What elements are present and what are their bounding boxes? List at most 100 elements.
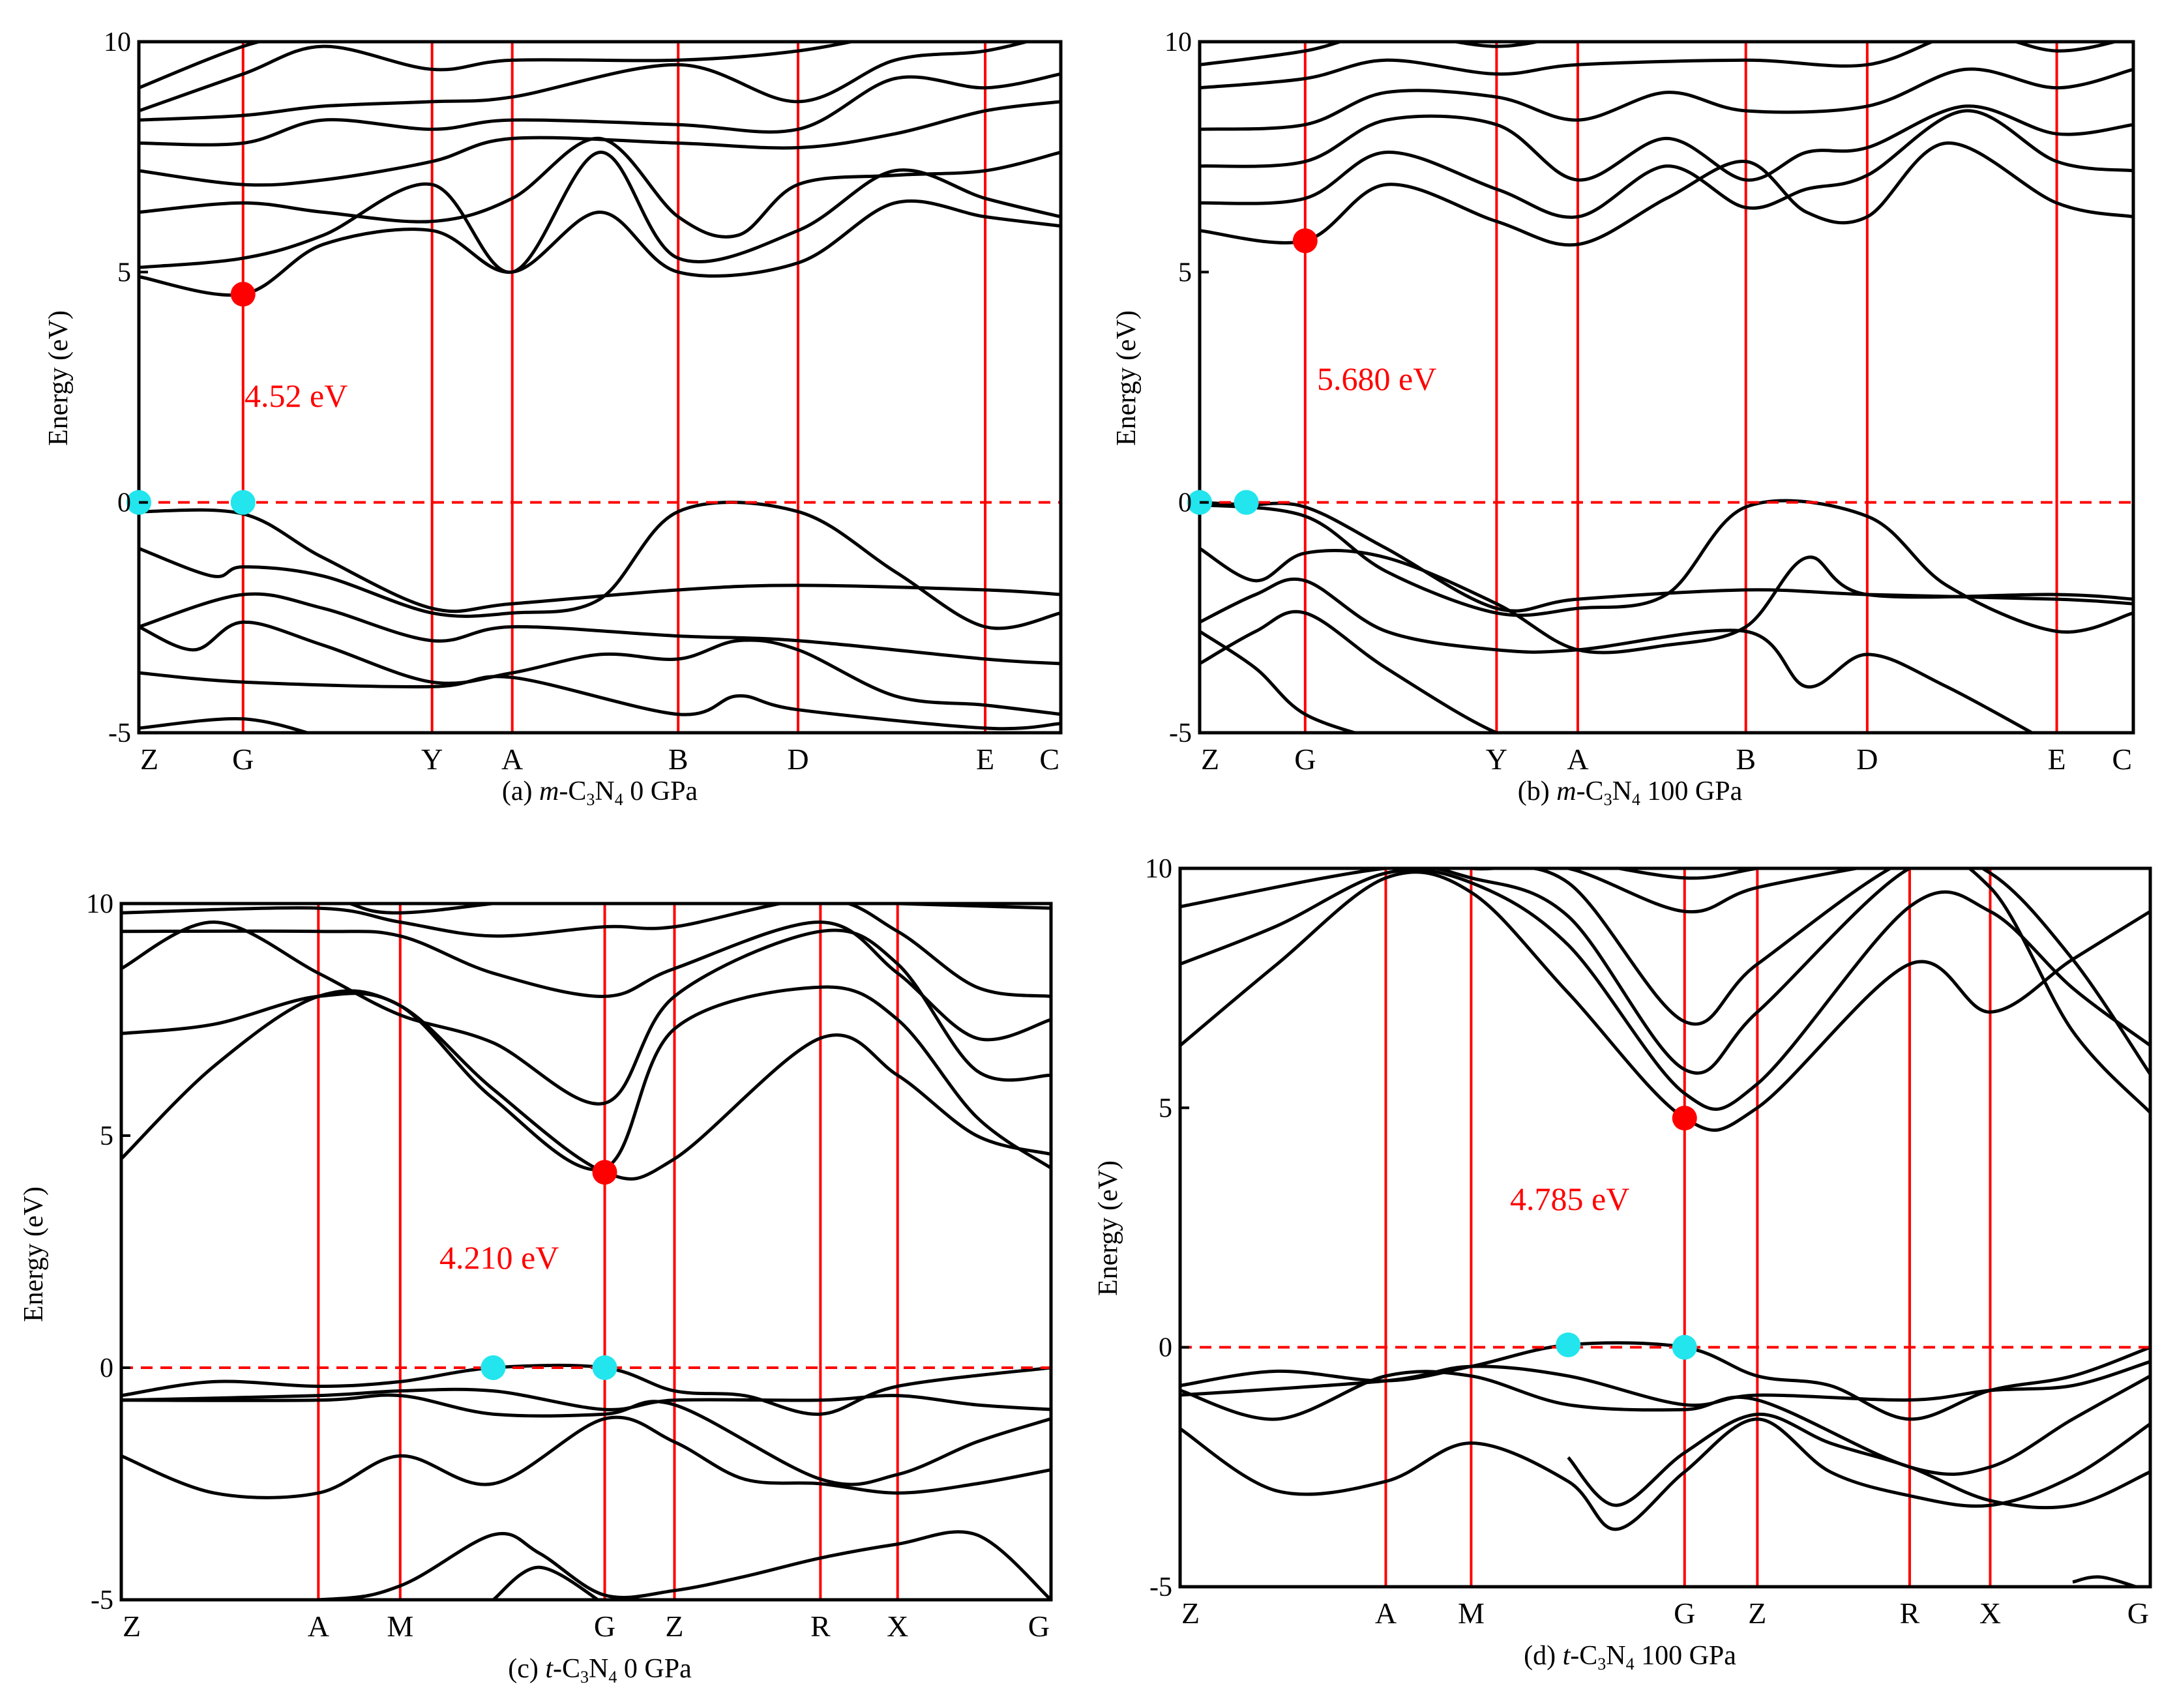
band-line [2072, 1575, 2141, 1587]
band-line [1455, 868, 2150, 1076]
cbm-marker [1292, 228, 1318, 254]
kpoint-label: G [1674, 1597, 1695, 1630]
band-line [139, 151, 1061, 274]
band-line [121, 904, 1051, 998]
cbm-marker [230, 282, 256, 307]
bands-group-b [1200, 42, 2133, 733]
vbm-marker [1672, 1334, 1697, 1360]
y-tick-label: 10 [1164, 27, 1192, 57]
band-line [139, 501, 1061, 630]
bandgap-label-c: 4.210 eV [439, 1239, 559, 1276]
bandgap-label-d: 4.785 eV [1510, 1181, 1630, 1217]
kpoint-label: B [668, 743, 689, 776]
band-line [139, 592, 1061, 666]
kpoint-label: G [232, 743, 254, 776]
kpoint-label: E [976, 743, 994, 776]
band-line [1200, 109, 2133, 219]
band-line [1567, 1412, 2150, 1510]
kpoint-label: Z [1181, 1597, 1200, 1630]
plot-b: -5 0 5 10 Z G Y A B D E C [1164, 27, 2135, 776]
y-tick-label: -5 [91, 1585, 113, 1615]
band-line [1610, 868, 1770, 880]
vbm-marker [230, 490, 256, 515]
bandgap-label-b: 5.680 eV [1317, 361, 1437, 397]
band-line [1200, 499, 2133, 634]
kpoint-label: Z [123, 1610, 141, 1643]
kpoint-label: D [787, 743, 808, 776]
band-line [1200, 610, 1502, 733]
kpoint-label: Z [665, 1610, 683, 1643]
band-line [121, 1387, 1051, 1411]
plot-frame [1198, 40, 2135, 735]
band-line [121, 1415, 1051, 1499]
band-line [139, 72, 1061, 147]
kpoint-label: A [501, 743, 523, 776]
band-line [1180, 868, 2150, 1114]
plot-a: -5 0 5 10 Z G Y A B D E C [104, 27, 1063, 776]
band-line [1200, 141, 2133, 247]
plot-c: -5 0 5 10 Z A M G Z R X G [86, 889, 1053, 1643]
band-line [121, 920, 1051, 1042]
band-line [139, 100, 1061, 187]
y-tick-label: 0 [100, 1353, 113, 1383]
kpoint-label: R [1900, 1597, 1920, 1630]
kpoint-label: D [1856, 743, 1878, 776]
band-line [1560, 868, 1866, 914]
y-tick-label: -5 [1169, 718, 1192, 748]
band-line [139, 42, 1033, 122]
plot-frame [1178, 866, 2152, 1589]
band-line [139, 508, 1061, 613]
panel-a: -5 0 5 10 Z G Y A B D E C Energy (eV) 4.52 eV (a) m… [0, 0, 1081, 854]
vbm-marker [592, 1355, 617, 1380]
y-tick-label: 10 [104, 27, 131, 57]
kpoint-label: Y [1486, 743, 1507, 776]
band-line [1200, 547, 2133, 655]
kpoint-label: M [387, 1610, 413, 1643]
band-line [1180, 1341, 2150, 1421]
band-line [1180, 1360, 2150, 1407]
y-tick-label: 0 [117, 488, 131, 518]
caption-c: (c) t-C3N4 0 GPa [508, 1654, 692, 1686]
cbm-marker [592, 1160, 617, 1185]
y-tick-label: 5 [1178, 258, 1192, 287]
y-tick-label: -5 [108, 718, 131, 748]
kpoint-label: G [1294, 743, 1316, 776]
vbm-marker [481, 1355, 506, 1380]
band-line [139, 620, 1061, 716]
panel-b: -5 0 5 10 Z G Y A B D E C Energy (eV) 5.680 eV (b) … [1112, 27, 2135, 809]
bandgap-label-a: 4.52 eV [244, 377, 348, 414]
y-tick-label: 10 [86, 889, 113, 919]
band-line [1200, 104, 2133, 182]
band-line [492, 1565, 601, 1600]
kpoint-label: G [594, 1610, 615, 1643]
vbm-marker [1556, 1332, 1581, 1357]
band-line [139, 42, 265, 90]
kpoint-label: Z [140, 743, 158, 776]
kpoint-label: X [1979, 1597, 2001, 1630]
kpoint-label: Z [1748, 1597, 1766, 1630]
band-line [1200, 42, 1545, 66]
band-line [121, 1530, 1051, 1600]
bands-group-a [139, 42, 1061, 733]
y-tick-label: 0 [1159, 1333, 1172, 1363]
cbm-marker [1672, 1106, 1697, 1131]
band-line [1180, 1370, 2150, 1476]
panel-c: -5 0 5 10 Z A M G Z R X G Energy (eV) 4.210 eV (c) … [19, 889, 1053, 1686]
band-line [139, 136, 1061, 239]
y-tick-label: -5 [1149, 1572, 1172, 1602]
kpoint-label: M [1458, 1597, 1485, 1630]
band-line [1180, 870, 2150, 1132]
kpoint-label: Y [421, 743, 443, 776]
band-line [1200, 67, 2133, 131]
kpoint-label: A [1375, 1597, 1397, 1630]
caption-d: (d) t-C3N4 100 GPa [1524, 1641, 1736, 1673]
band-line [121, 1393, 1051, 1486]
y-tick-label: 5 [1159, 1093, 1172, 1123]
band-line [139, 199, 1061, 297]
kpoint-label: Z [1201, 743, 1219, 776]
bands-group-d [1180, 868, 2150, 1587]
y-tick-label: 10 [1145, 854, 1172, 884]
kpoint-label: R [810, 1610, 831, 1643]
band-line [1200, 42, 2122, 90]
